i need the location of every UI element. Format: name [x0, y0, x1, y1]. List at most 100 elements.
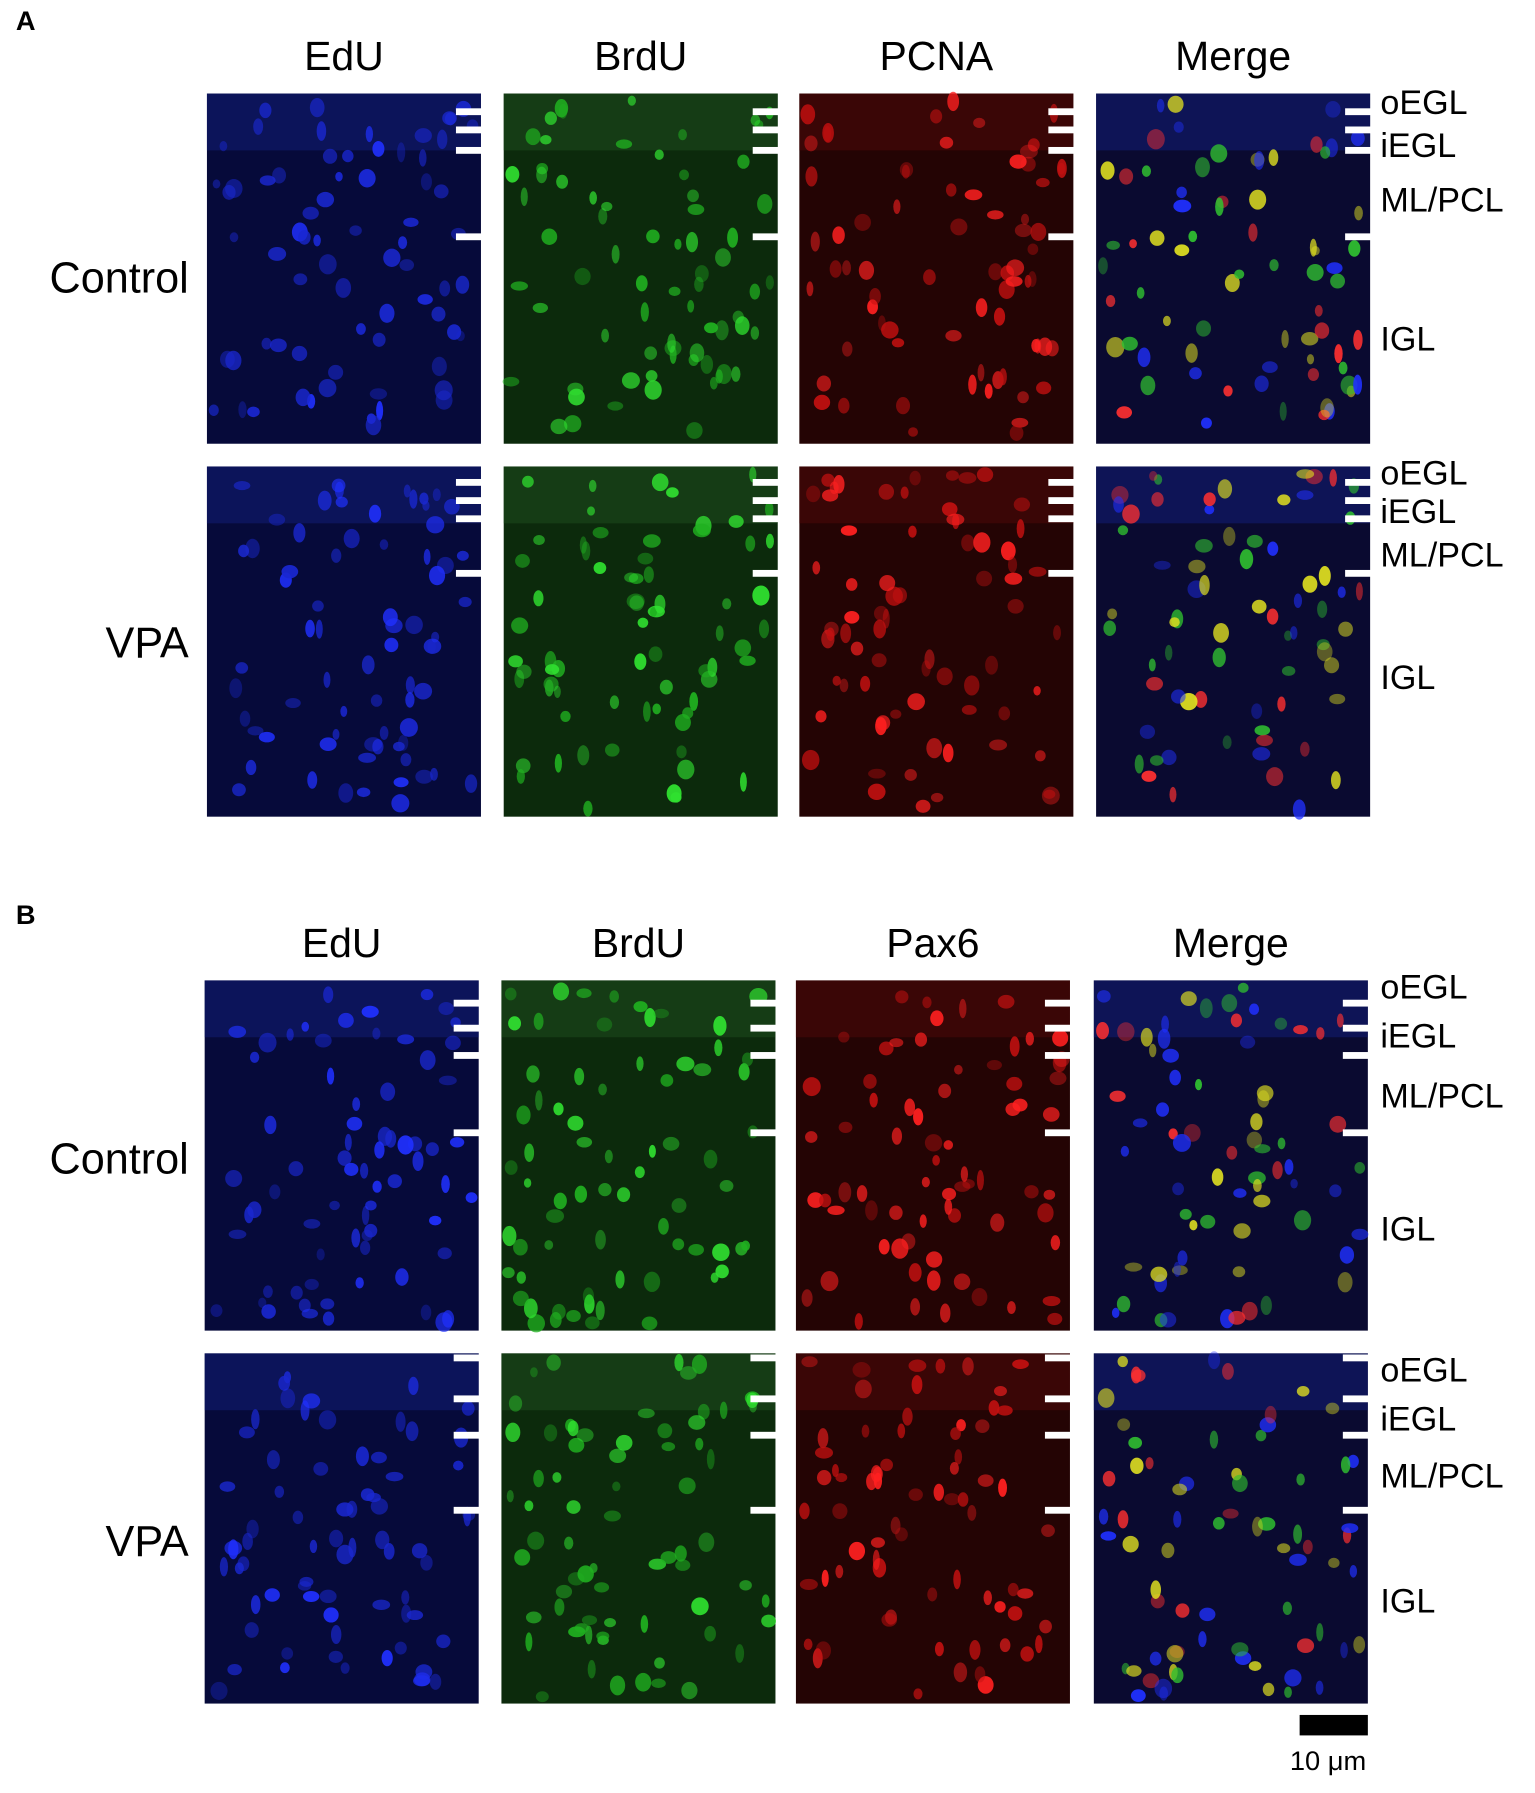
layer-tick: [1342, 1395, 1371, 1403]
nucleus: [689, 692, 699, 711]
nucleus: [322, 148, 338, 164]
nucleus: [372, 1027, 381, 1040]
nucleus: [815, 1641, 832, 1660]
nucleus: [674, 238, 682, 250]
nucleus: [372, 140, 385, 157]
nucleus: [1250, 1113, 1263, 1131]
nucleus: [560, 710, 571, 722]
nucleus: [372, 1180, 382, 1193]
nucleus: [666, 487, 679, 498]
nucleus: [890, 1516, 901, 1535]
nucleus: [576, 1428, 594, 1443]
nucleus: [320, 1298, 335, 1310]
nucleus: [973, 117, 986, 128]
nucleus: [352, 1097, 361, 1112]
nucleus: [957, 1492, 969, 1507]
egl-band: [799, 466, 1074, 524]
nucleus: [593, 562, 607, 575]
nucleus: [814, 1446, 834, 1459]
nucleus: [1210, 144, 1228, 163]
nucleus: [1252, 747, 1271, 761]
nucleus: [588, 479, 597, 492]
nucleus: [678, 129, 687, 141]
nucleus: [758, 619, 770, 639]
nucleus: [1117, 1418, 1131, 1431]
nucleus: [670, 792, 682, 803]
nucleus: [1296, 469, 1315, 479]
nucleus: [1167, 95, 1184, 113]
nucleus: [1011, 417, 1029, 428]
nucleus: [399, 718, 418, 737]
nucleus: [1289, 1553, 1307, 1566]
nucleus: [409, 489, 418, 509]
nucleus: [418, 149, 427, 167]
nucleus: [944, 1493, 960, 1506]
nucleus: [1233, 1188, 1247, 1198]
nucleus: [1012, 1359, 1029, 1369]
nucleus: [1329, 1184, 1342, 1198]
nucleus: [865, 1200, 878, 1221]
nucleus: [998, 1478, 1008, 1497]
nucleus: [420, 1554, 433, 1571]
column-header: EdU: [304, 33, 384, 79]
nucleus: [1161, 1015, 1169, 1033]
nucleus: [1124, 1262, 1143, 1272]
nucleus: [1326, 262, 1343, 275]
nucleus: [1189, 367, 1202, 380]
nucleus: [422, 500, 430, 511]
nucleus: [765, 533, 774, 549]
nucleus: [505, 166, 520, 183]
nucleus: [993, 307, 1006, 326]
nucleus: [616, 1187, 631, 1203]
layer-label: ML/PCL: [1380, 1457, 1503, 1495]
nucleus: [508, 1016, 522, 1031]
nucleus: [691, 1354, 708, 1375]
nucleus: [861, 1424, 870, 1438]
nucleus: [302, 206, 319, 220]
layer-label: oEGL: [1380, 969, 1467, 1007]
nucleus: [1106, 240, 1120, 250]
nucleus: [687, 189, 699, 203]
nucleus: [264, 1115, 277, 1135]
nucleus: [535, 1691, 549, 1703]
nucleus: [715, 625, 724, 642]
nucleus: [1142, 1673, 1160, 1689]
nucleus: [1318, 409, 1330, 421]
nucleus: [1302, 1539, 1313, 1555]
nucleus: [956, 1419, 966, 1432]
nucleus: [1005, 1102, 1021, 1116]
nucleus: [1337, 586, 1346, 598]
nucleus: [533, 1012, 544, 1030]
nucleus: [896, 397, 911, 415]
nucleus: [609, 695, 620, 710]
nucleus: [927, 1587, 938, 1602]
layer-tick: [1048, 569, 1076, 577]
nucleus: [902, 1407, 913, 1426]
nucleus: [582, 1287, 594, 1305]
nucleus: [654, 594, 666, 614]
nucleus: [1355, 582, 1363, 601]
nucleus: [832, 226, 845, 245]
nucleus: [1117, 1022, 1135, 1042]
nucleus: [1233, 1223, 1251, 1239]
layer-tick: [750, 1129, 778, 1137]
nucleus: [438, 1075, 457, 1086]
nucleus: [845, 578, 858, 591]
layer-tick: [455, 108, 484, 116]
nucleus: [642, 534, 661, 548]
nucleus: [871, 653, 887, 668]
nucleus: [505, 1422, 521, 1443]
nucleus: [516, 1105, 531, 1125]
nucleus: [761, 1614, 777, 1628]
nucleus: [624, 572, 639, 583]
nucleus: [1195, 539, 1213, 553]
nucleus: [869, 1092, 878, 1108]
nucleus: [247, 1201, 262, 1219]
nucleus: [1150, 1266, 1168, 1282]
nucleus: [1041, 1524, 1055, 1537]
nucleus: [292, 1510, 304, 1525]
layer-label: ML/PCL: [1380, 536, 1503, 574]
nucleus: [219, 1481, 236, 1492]
